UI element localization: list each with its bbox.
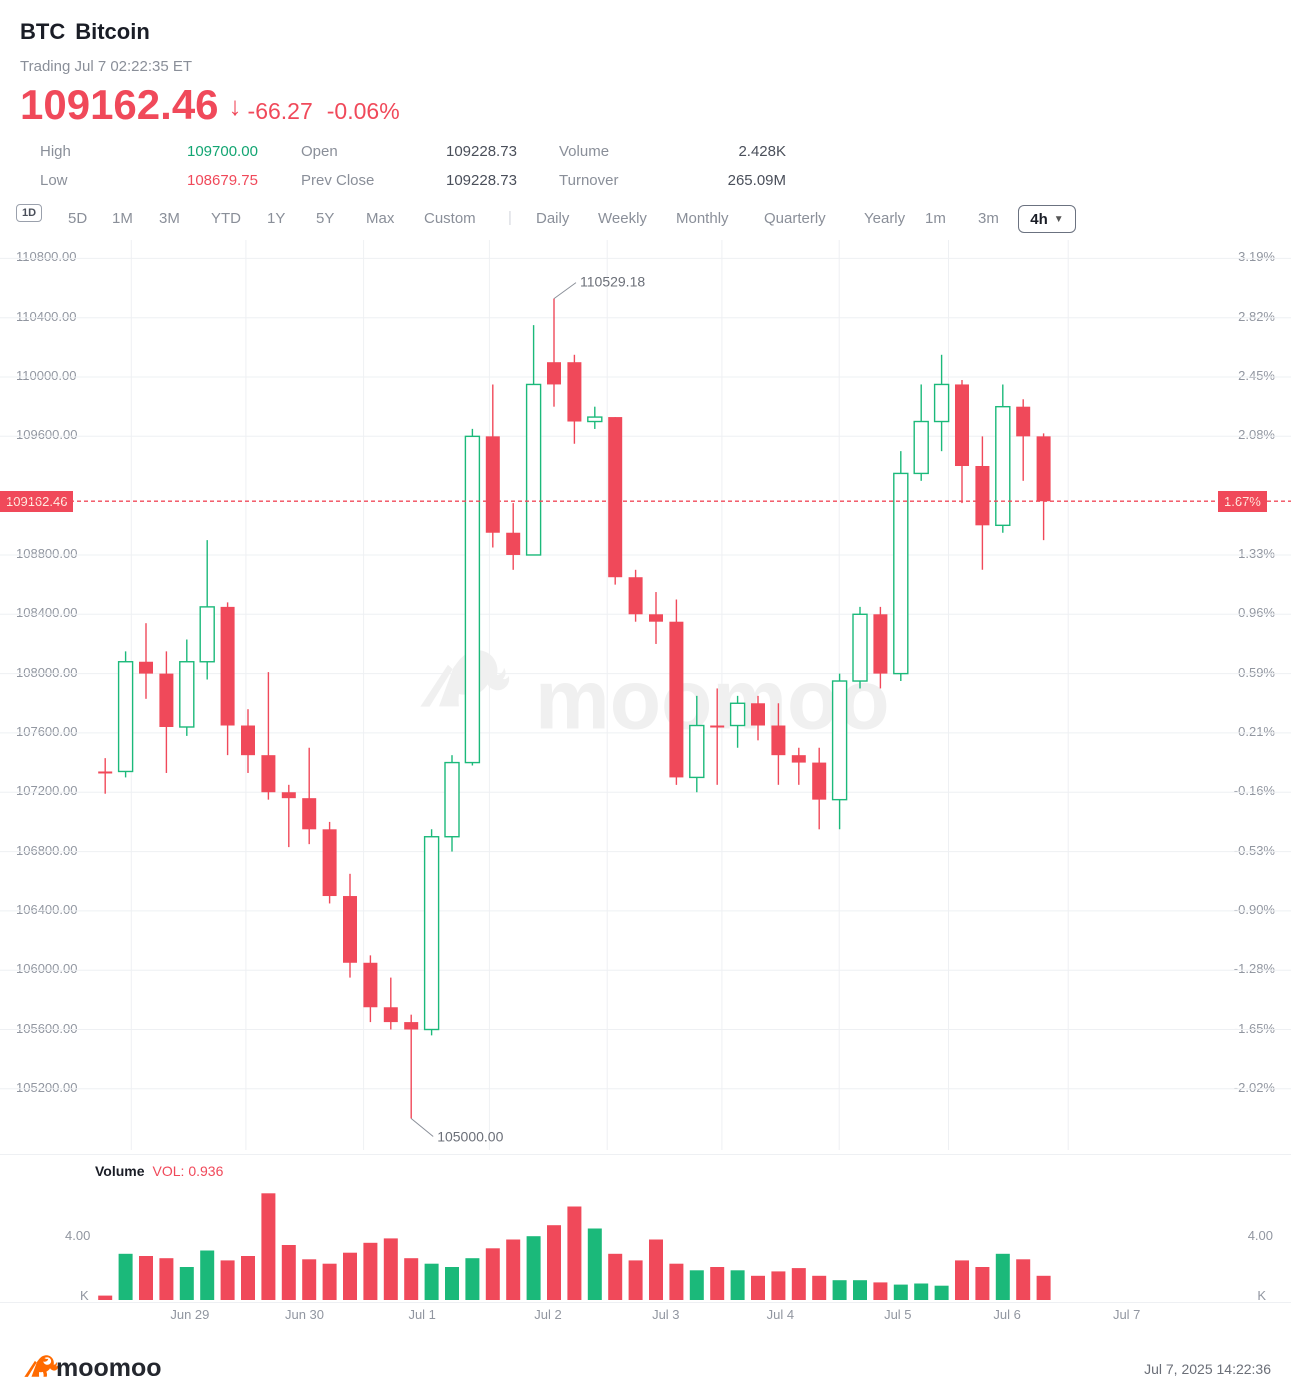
svg-text:110529.18: 110529.18 [580,274,645,290]
svg-text:105000.00: 105000.00 [437,1129,503,1145]
